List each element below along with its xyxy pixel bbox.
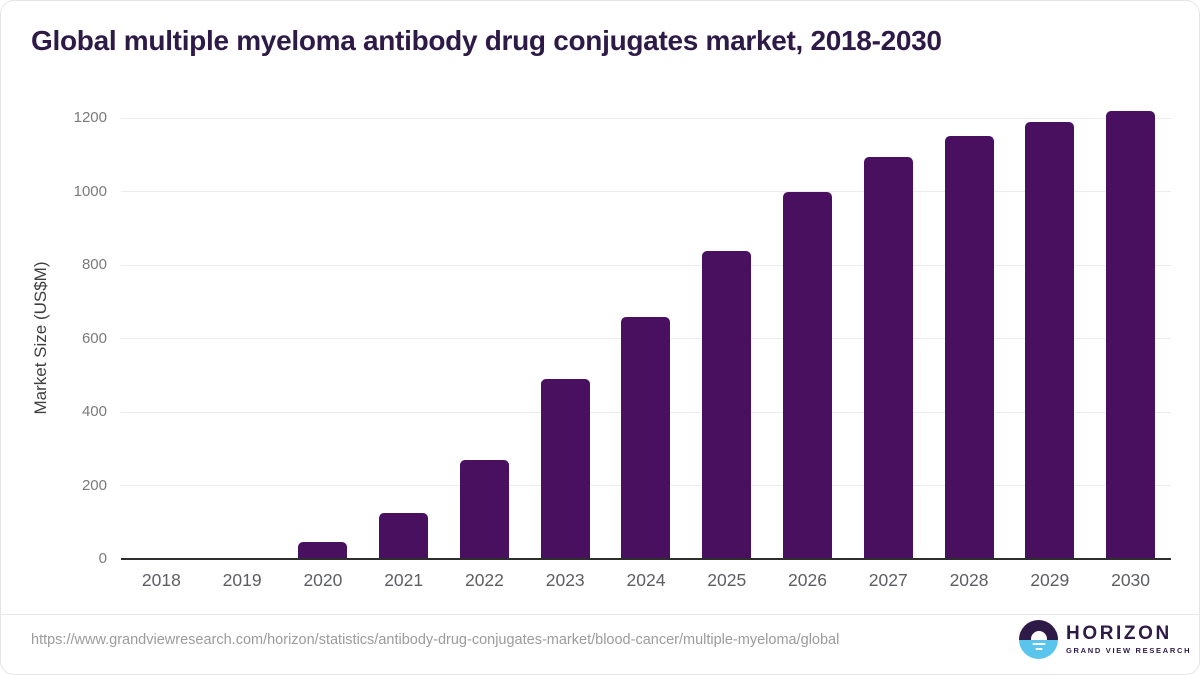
bar-2026[interactable] [783, 192, 832, 559]
x-tick-label-2021: 2021 [384, 570, 424, 590]
y-axis-title: Market Size (US$M) [31, 261, 50, 415]
x-tick-label-2030: 2030 [1111, 570, 1151, 590]
bar-slot [767, 192, 848, 559]
bar-slot [686, 251, 767, 559]
bar-2024[interactable] [621, 317, 671, 559]
logo-subtitle: GRAND VIEW RESEARCH [1066, 646, 1192, 655]
bar-2021[interactable] [379, 513, 429, 559]
bar-slot [363, 513, 444, 559]
bar-slot [606, 317, 687, 559]
horizon-logo[interactable]: HORIZON GRAND VIEW RESEARCH [1019, 620, 1191, 659]
bar-slot [283, 542, 364, 559]
gridline-1000 [121, 191, 1171, 192]
x-axis-labels: 2018 2019 2020 2021 2022 2023 2024 2025 2026 2027… [121, 570, 1171, 591]
x-axis-line [121, 558, 1171, 560]
gridline-800 [121, 264, 1171, 266]
y-tick-label-200: 200 [81, 476, 107, 494]
chart-title: Global multiple myeloma antibody drug co… [31, 25, 942, 56]
bar-2027[interactable] [863, 156, 913, 559]
x-tick-label-2024: 2024 [626, 570, 666, 590]
bar-slot [525, 378, 606, 559]
x-tick-label-2018: 2018 [141, 570, 181, 590]
bar-2023[interactable] [540, 378, 590, 559]
footer-divider [1, 614, 1199, 615]
bar-slot [444, 459, 525, 559]
x-tick-label-2019: 2019 [222, 570, 262, 590]
bar-2028[interactable] [944, 136, 994, 559]
bar-2030[interactable] [1106, 110, 1156, 559]
y-tick-label-1000: 1000 [73, 182, 107, 200]
bar-2025[interactable] [702, 251, 752, 559]
x-tick-label-2023: 2023 [545, 570, 585, 590]
horizon-sun-icon [1019, 620, 1058, 659]
bar-slot [1009, 121, 1090, 559]
plot-area: 0 200 400 600 800 1000 1200 [74, 109, 1171, 567]
x-tick-label-2022: 2022 [464, 570, 504, 590]
y-tick-label-1200: 1200 [73, 109, 107, 126]
y-tick-label-0: 0 [98, 550, 107, 567]
y-tick-label-600: 600 [81, 329, 107, 347]
bar-slot [1090, 110, 1171, 559]
x-tick-label-2027: 2027 [868, 570, 908, 590]
source-url: https://www.grandviewresearch.com/horizo… [31, 632, 840, 648]
bar-slot [848, 156, 929, 559]
gridline-1200 [121, 117, 1171, 119]
x-tick-label-2029: 2029 [1030, 570, 1070, 590]
bar-slot [929, 136, 1010, 559]
x-tick-label-2026: 2026 [788, 570, 827, 590]
x-tick-label-2025: 2025 [707, 570, 747, 590]
bar-2029[interactable] [1025, 121, 1075, 559]
y-tick-label-400: 400 [81, 403, 107, 420]
y-tick-label-800: 800 [81, 256, 107, 273]
x-tick-label-2020: 2020 [303, 570, 343, 590]
logo-name: HORIZON [1066, 623, 1172, 644]
bar-2020[interactable] [298, 542, 348, 559]
bar-2022[interactable] [459, 459, 509, 559]
bars-row [121, 110, 1171, 559]
x-tick-label-2028: 2028 [949, 570, 989, 590]
